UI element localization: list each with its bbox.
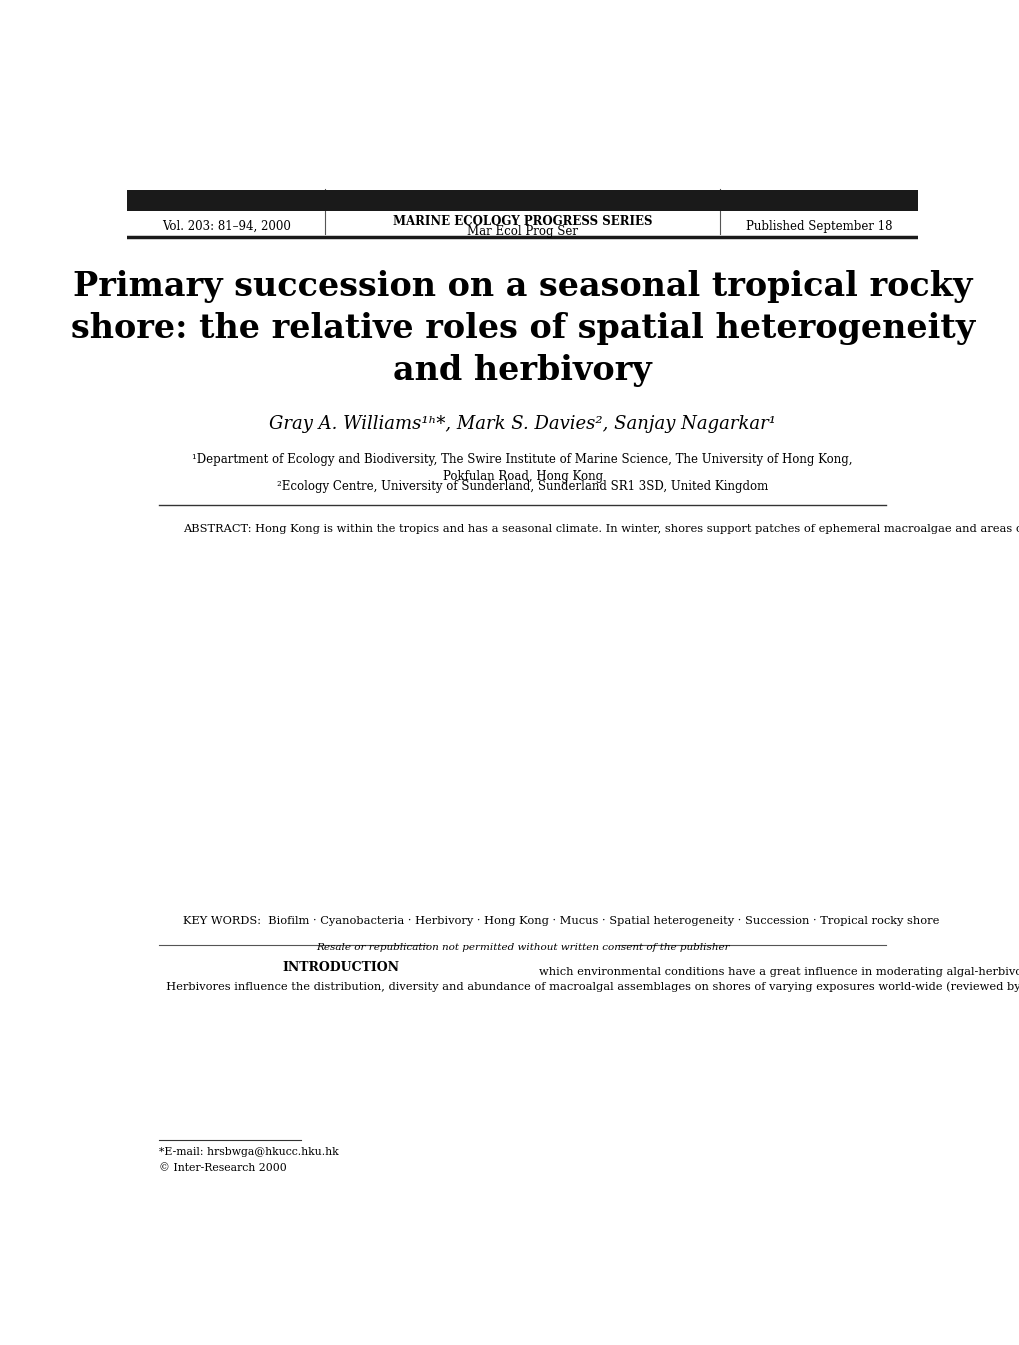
Text: INTRODUCTION: INTRODUCTION bbox=[282, 960, 399, 974]
Text: KEY WORDS:  Biofilm · Cyanobacteria · Herbivory · Hong Kong · Mucus · Spatial he: KEY WORDS: Biofilm · Cyanobacteria · Her… bbox=[182, 916, 938, 927]
FancyBboxPatch shape bbox=[127, 208, 917, 211]
Text: ²Ecology Centre, University of Sunderland, Sunderland SR1 3SD, United Kingdom: ²Ecology Centre, University of Sunderlan… bbox=[277, 480, 767, 494]
Text: Primary succession on a seasonal tropical rocky
shore: the relative roles of spa: Primary succession on a seasonal tropica… bbox=[70, 270, 974, 387]
Text: Vol. 203: 81–94, 2000: Vol. 203: 81–94, 2000 bbox=[162, 221, 290, 233]
Text: © Inter-Research 2000: © Inter-Research 2000 bbox=[159, 1163, 286, 1173]
Text: Herbivores influence the distribution, diversity and abundance of macroalgal ass: Herbivores influence the distribution, d… bbox=[159, 982, 1019, 993]
Text: Resale or republication not permitted without written consent of the publisher: Resale or republication not permitted wi… bbox=[316, 943, 729, 952]
Text: ¹Department of Ecology and Biodiversity, The Swire Institute of Marine Science, : ¹Department of Ecology and Biodiversity,… bbox=[193, 453, 852, 483]
Text: ABSTRACT: Hong Kong is within the tropics and has a seasonal climate. In winter,: ABSTRACT: Hong Kong is within the tropic… bbox=[182, 525, 1019, 534]
Text: Published September 18: Published September 18 bbox=[745, 221, 892, 233]
Text: Mar Ecol Prog Ser: Mar Ecol Prog Ser bbox=[467, 226, 578, 238]
Text: Gray A. Williams¹ʰ*, Mark S. Davies², Sanjay Nagarkar¹: Gray A. Williams¹ʰ*, Mark S. Davies², Sa… bbox=[269, 416, 775, 433]
Text: *E-mail: hrsbwga@hkucc.hku.hk: *E-mail: hrsbwga@hkucc.hku.hk bbox=[159, 1147, 338, 1157]
FancyBboxPatch shape bbox=[127, 191, 917, 208]
Text: MARINE ECOLOGY PROGRESS SERIES: MARINE ECOLOGY PROGRESS SERIES bbox=[392, 215, 652, 227]
Text: which environmental conditions have a great influence in moderating algal-herbiv: which environmental conditions have a gr… bbox=[538, 966, 1019, 976]
